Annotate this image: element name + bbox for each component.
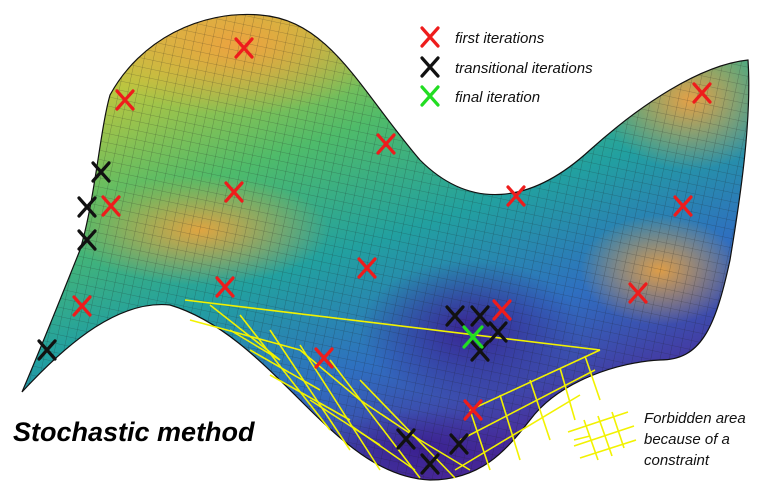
legend-label-first: first iterations: [455, 30, 545, 47]
marker-first: [215, 276, 235, 298]
marker-first: [115, 89, 135, 111]
marker-first: [628, 282, 648, 304]
marker-transitional: [37, 339, 57, 361]
marker-transitional: [77, 229, 97, 251]
forbidden-note-line3: constraint: [644, 452, 710, 469]
marker-first: [314, 347, 334, 369]
marker-first: [492, 299, 512, 321]
marker-transitional: [470, 340, 490, 362]
legend-green-cross-icon: [420, 85, 440, 107]
marker-transitional: [420, 453, 440, 475]
marker-transitional: [445, 305, 465, 327]
marker-first: [224, 181, 244, 203]
marker-transitional: [77, 196, 97, 218]
forbidden-note: Forbidden area because of a constraint: [644, 410, 746, 469]
marker-first: [692, 82, 712, 104]
legend-item-transitional: transitional iterations: [420, 56, 593, 78]
legend-label-final: final iteration: [455, 89, 540, 106]
markers: [37, 37, 712, 475]
marker-transitional: [488, 321, 508, 343]
legend-item-final: final iteration: [420, 85, 540, 107]
forbidden-area: [184, 299, 601, 479]
marker-final: [462, 325, 484, 349]
marker-first: [234, 37, 254, 59]
marker-transitional: [449, 433, 469, 455]
legend-red-cross-icon: [420, 26, 440, 48]
diagram-title: Stochastic method: [13, 417, 255, 447]
marker-first: [463, 399, 483, 421]
marker-first: [101, 195, 121, 217]
legend: first iterations transitional iterations…: [420, 26, 593, 107]
marker-transitional: [91, 161, 111, 183]
legend-item-first: first iterations: [420, 26, 545, 48]
marker-first: [357, 257, 377, 279]
forbidden-note-line2: because of a: [644, 431, 730, 448]
legend-black-cross-icon: [420, 56, 440, 78]
legend-label-transitional: transitional iterations: [455, 60, 593, 77]
marker-first: [673, 195, 693, 217]
marker-first: [376, 133, 396, 155]
forbidden-swatch-icon: [567, 411, 637, 461]
marker-transitional: [470, 305, 490, 327]
marker-first: [72, 295, 92, 317]
marker-transitional: [396, 428, 416, 450]
forbidden-note-line1: Forbidden area: [644, 410, 746, 427]
marker-first: [506, 185, 526, 207]
